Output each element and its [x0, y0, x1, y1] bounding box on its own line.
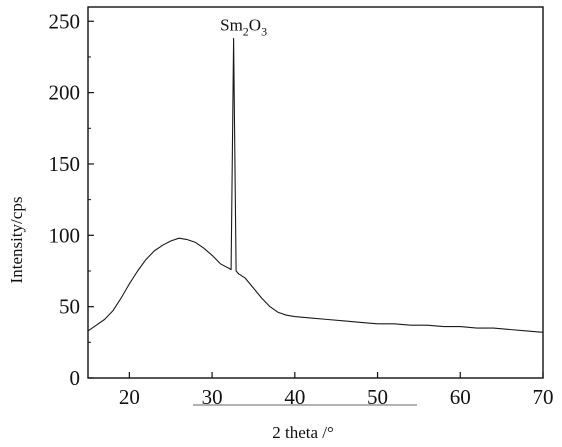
- data-series-line: [87, 37, 544, 333]
- x-tick-label: 20: [119, 385, 140, 409]
- y-axis-title: Intensity/cps: [7, 197, 26, 284]
- x-tick-label: 50: [367, 385, 388, 409]
- x-tick-label: 60: [450, 385, 471, 409]
- annot-sub2: 3: [261, 24, 267, 38]
- axis-ticks: [88, 20, 544, 379]
- annot-sm: Sm: [220, 15, 243, 34]
- y-tick-label: 50: [59, 295, 80, 319]
- annot-o: O: [249, 15, 261, 34]
- annot-sub1: 2: [243, 24, 249, 38]
- y-tick-label: 250: [49, 9, 81, 33]
- peak-annotation: Sm2O3: [220, 15, 267, 38]
- y-tick-label: 200: [49, 81, 81, 105]
- x-axis-title: 2 theta /°: [272, 423, 334, 442]
- x-tick-label: 70: [533, 385, 554, 409]
- y-tick-label: 100: [49, 223, 81, 247]
- x-tick-label: 40: [284, 385, 305, 409]
- y-tick-label: 0: [70, 366, 81, 390]
- axis-tick-labels: 20 30 40 50 60 70 0 50 100 150 200 250: [49, 9, 554, 409]
- y-tick-label: 150: [49, 152, 81, 176]
- plot-frame: [87, 6, 544, 379]
- x-tick-label: 30: [202, 385, 223, 409]
